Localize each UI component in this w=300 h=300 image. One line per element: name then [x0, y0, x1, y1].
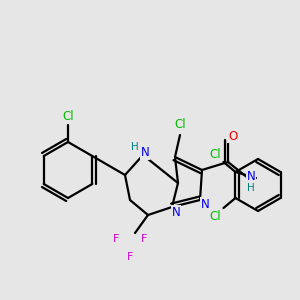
Text: N: N	[247, 169, 255, 182]
Text: Cl: Cl	[174, 118, 186, 131]
Text: F: F	[113, 234, 119, 244]
Text: O: O	[228, 130, 238, 142]
Text: F: F	[127, 252, 133, 262]
Text: N: N	[201, 197, 209, 211]
Text: Cl: Cl	[62, 110, 74, 124]
Text: N: N	[172, 206, 180, 218]
Text: Cl: Cl	[210, 209, 221, 223]
Text: H: H	[247, 183, 255, 193]
Text: F: F	[141, 234, 147, 244]
Text: H: H	[131, 142, 139, 152]
Text: Cl: Cl	[210, 148, 221, 160]
Text: N: N	[141, 146, 149, 160]
